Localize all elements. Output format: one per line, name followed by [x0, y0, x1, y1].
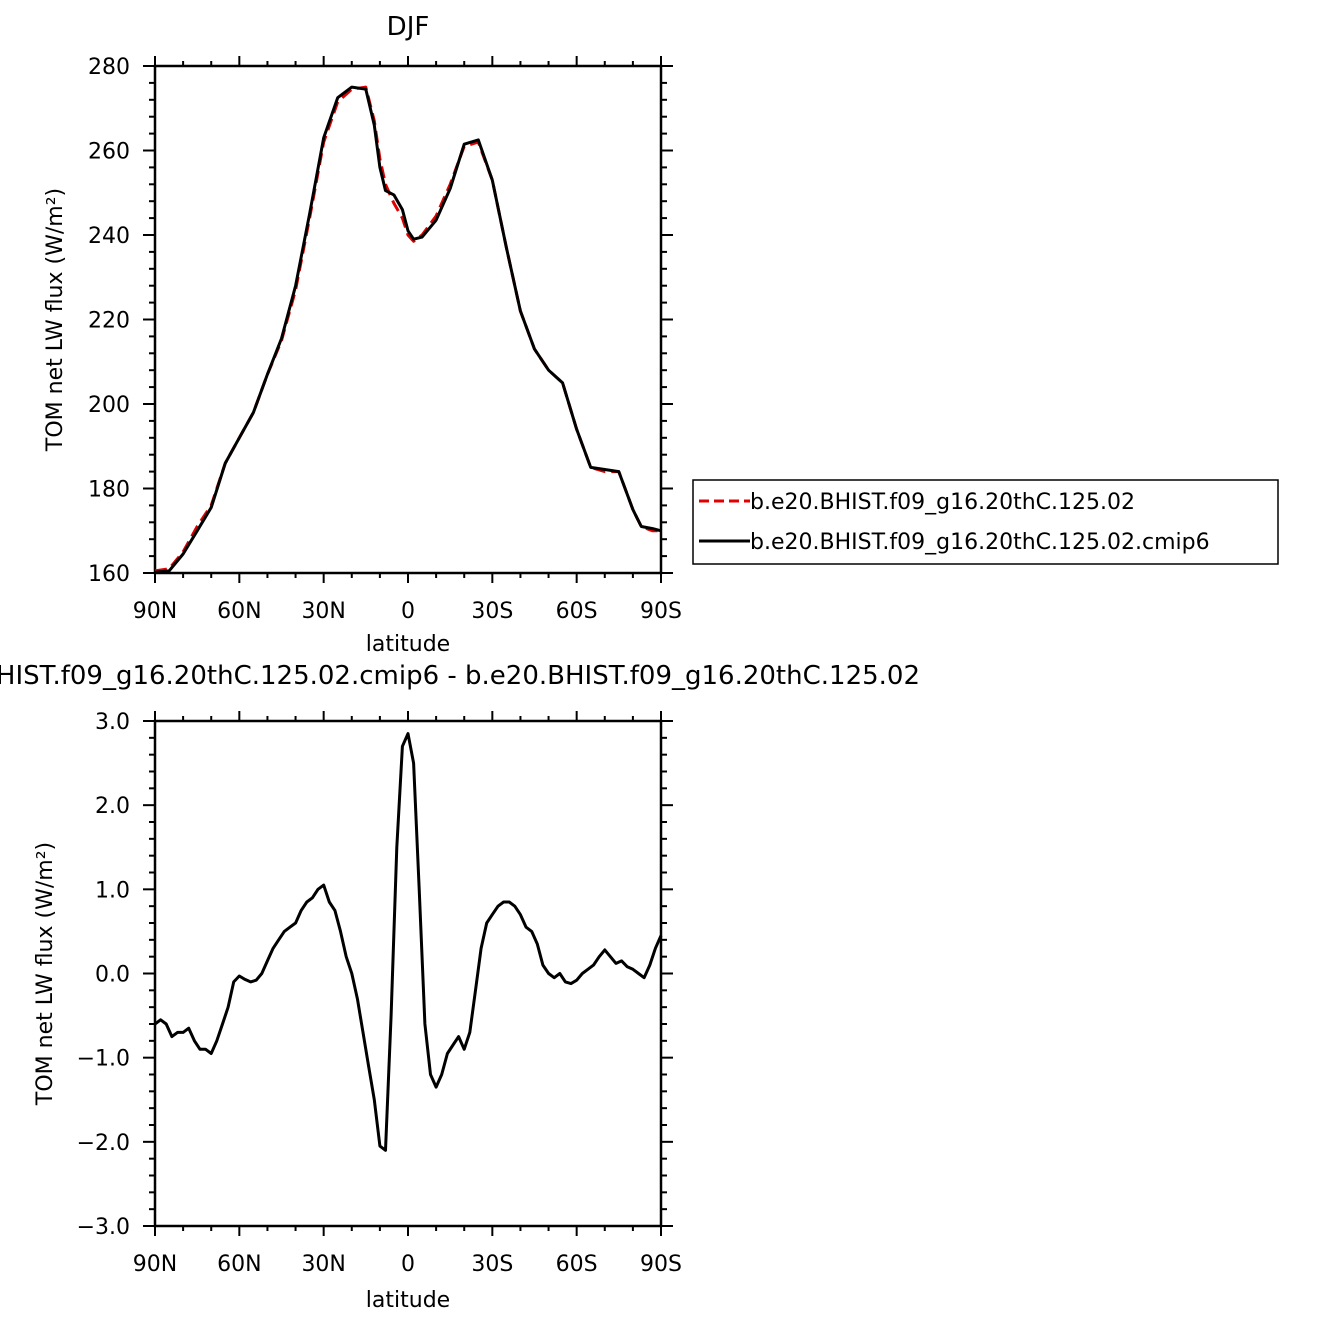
x-tick-label: 0: [401, 1252, 415, 1277]
series-line-0: [154, 85, 661, 573]
legend-entry: b.e20.BHIST.f09_g16.20thC.125.02: [750, 490, 1135, 515]
y-axis-label: TOM net LW flux (W/m²): [43, 188, 68, 452]
y-tick-label: 200: [88, 393, 130, 418]
y-tick-label: 2.0: [95, 794, 130, 819]
difference-chart-panel: 90N 60N 30N 0 30S 60S 90S 3.0 2.0 1.0 0.0 −1.0 −2.0 −…: [0, 661, 920, 1313]
y-tick-label: 180: [88, 478, 130, 503]
x-axis-label: latitude: [366, 1288, 450, 1313]
chart-title: b.e20.BHIST.f09_g16.20thC.125.02.cmip6 -…: [0, 661, 920, 691]
x-tick-label: 60N: [217, 1252, 261, 1277]
y-tick-label: −1.0: [77, 1047, 130, 1072]
x-tick-label: 30S: [471, 599, 513, 624]
x-tick-label: 30N: [301, 599, 345, 624]
top-chart-panel: 90N 60N 30N 0 30S 60S 90S 160 180 200 220 240 260 280…: [43, 12, 682, 657]
plot-frame: [153, 64, 663, 575]
x-tick-label: 0: [401, 599, 415, 624]
y-tick-label: 3.0: [95, 710, 130, 735]
x-axis-label: latitude: [366, 632, 450, 657]
x-tick-label: 60N: [217, 599, 261, 624]
legend-box: [692, 479, 1279, 565]
x-tick-label: 30S: [471, 1252, 513, 1277]
legend-entry: b.e20.BHIST.f09_g16.20thC.125.02.cmip6: [750, 530, 1210, 555]
plot-frame: [153, 719, 663, 1228]
x-tick-label: 90N: [133, 1252, 177, 1277]
x-tick-label: 90S: [640, 599, 682, 624]
y-tick-label: 240: [88, 224, 130, 249]
y-tick-label: −2.0: [77, 1131, 130, 1156]
y-tick-label: −3.0: [77, 1215, 130, 1240]
x-tick-label: 60S: [556, 599, 598, 624]
series-line-0: [154, 732, 663, 1152]
y-tick-label: 1.0: [95, 878, 130, 903]
y-tick-label: 0.0: [95, 963, 130, 988]
y-tick-label: 160: [88, 562, 130, 587]
chart-title: DJF: [387, 12, 430, 42]
x-tick-label: 30N: [301, 1252, 345, 1277]
y-tick-label: 220: [88, 309, 130, 334]
y-tick-label: 260: [88, 140, 130, 165]
legend: b.e20.BHIST.f09_g16.20thC.125.02 b.e20.BH…: [692, 479, 1279, 565]
x-tick-label: 60S: [556, 1252, 598, 1277]
x-tick-label: 90N: [133, 599, 177, 624]
y-tick-label: 280: [88, 55, 130, 80]
x-tick-label: 90S: [640, 1252, 682, 1277]
series-line-1: [154, 85, 662, 574]
y-axis-label: TOM net LW flux (W/m²): [33, 842, 58, 1106]
